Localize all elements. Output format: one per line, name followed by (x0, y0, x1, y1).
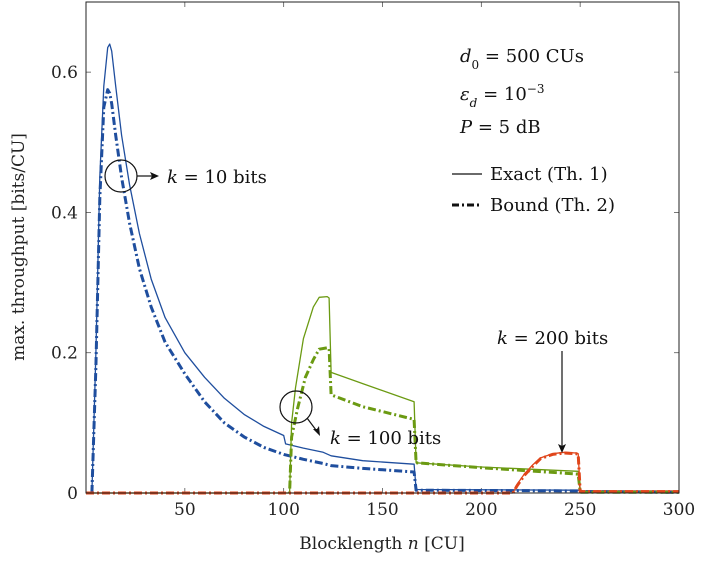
legend-bound-label: Bound (Th. 2) (490, 195, 615, 216)
k200-arrow-head (558, 444, 566, 453)
y-axis-label: max. throughput [bits/CU] (9, 133, 29, 361)
annotation-k100: k = 100 bits (279, 390, 441, 449)
x-tick-labels: 50 100 150 200 250 300 (174, 500, 695, 520)
k10-arrow-head (150, 172, 159, 180)
k100-arrow-line (306, 417, 317, 431)
series-k100-bound-line (86, 346, 679, 495)
series-k10-bound-line (90, 88, 680, 494)
legend: Exact (Th. 1) Bound (Th. 2) (452, 164, 615, 216)
x-tick-label: 100 (267, 500, 299, 520)
y-tick-label: 0.6 (51, 63, 78, 83)
param-epsilon: εd = 10−3 (460, 82, 545, 110)
parameter-box: d0 = 500 CUs εd = 10−3 P = 5 dB (459, 46, 584, 138)
k10-label: k = 10 bits (167, 167, 267, 188)
x-tick-label: 50 (174, 500, 196, 520)
plot-frame (85, 1, 680, 494)
param-power: P = 5 dB (459, 117, 541, 138)
y-tick-label: 0.4 (51, 203, 78, 223)
annotation-k200: k = 200 bits (497, 328, 608, 453)
annotation-k10: k = 10 bits (104, 159, 267, 193)
param-d0: d0 = 500 CUs (460, 46, 584, 72)
k100-arrow-head (313, 426, 320, 436)
series-k200-bound-line (86, 451, 679, 495)
x-tick-label: 150 (366, 500, 398, 520)
series-k10-exact-line (91, 43, 680, 494)
tick-marks (86, 2, 680, 494)
y-tick-labels: 0 0.2 0.4 0.6 (51, 63, 78, 504)
k200-label: k = 200 bits (497, 328, 608, 349)
y-tick-label: 0 (67, 484, 78, 504)
y-tick-label: 0.2 (51, 344, 78, 364)
series-k200-exact-line (86, 451, 679, 494)
x-tick-label: 200 (465, 500, 497, 520)
x-axis-label: Blocklength n [CU] (299, 534, 464, 554)
series-layer (86, 43, 680, 495)
x-tick-label: 300 (663, 500, 695, 520)
k100-circle-marker (279, 390, 313, 424)
legend-exact-label: Exact (Th. 1) (490, 164, 608, 185)
series-k100-exact-line (86, 295, 679, 494)
x-tick-label: 250 (564, 500, 596, 520)
k100-label: k = 100 bits (330, 428, 441, 449)
